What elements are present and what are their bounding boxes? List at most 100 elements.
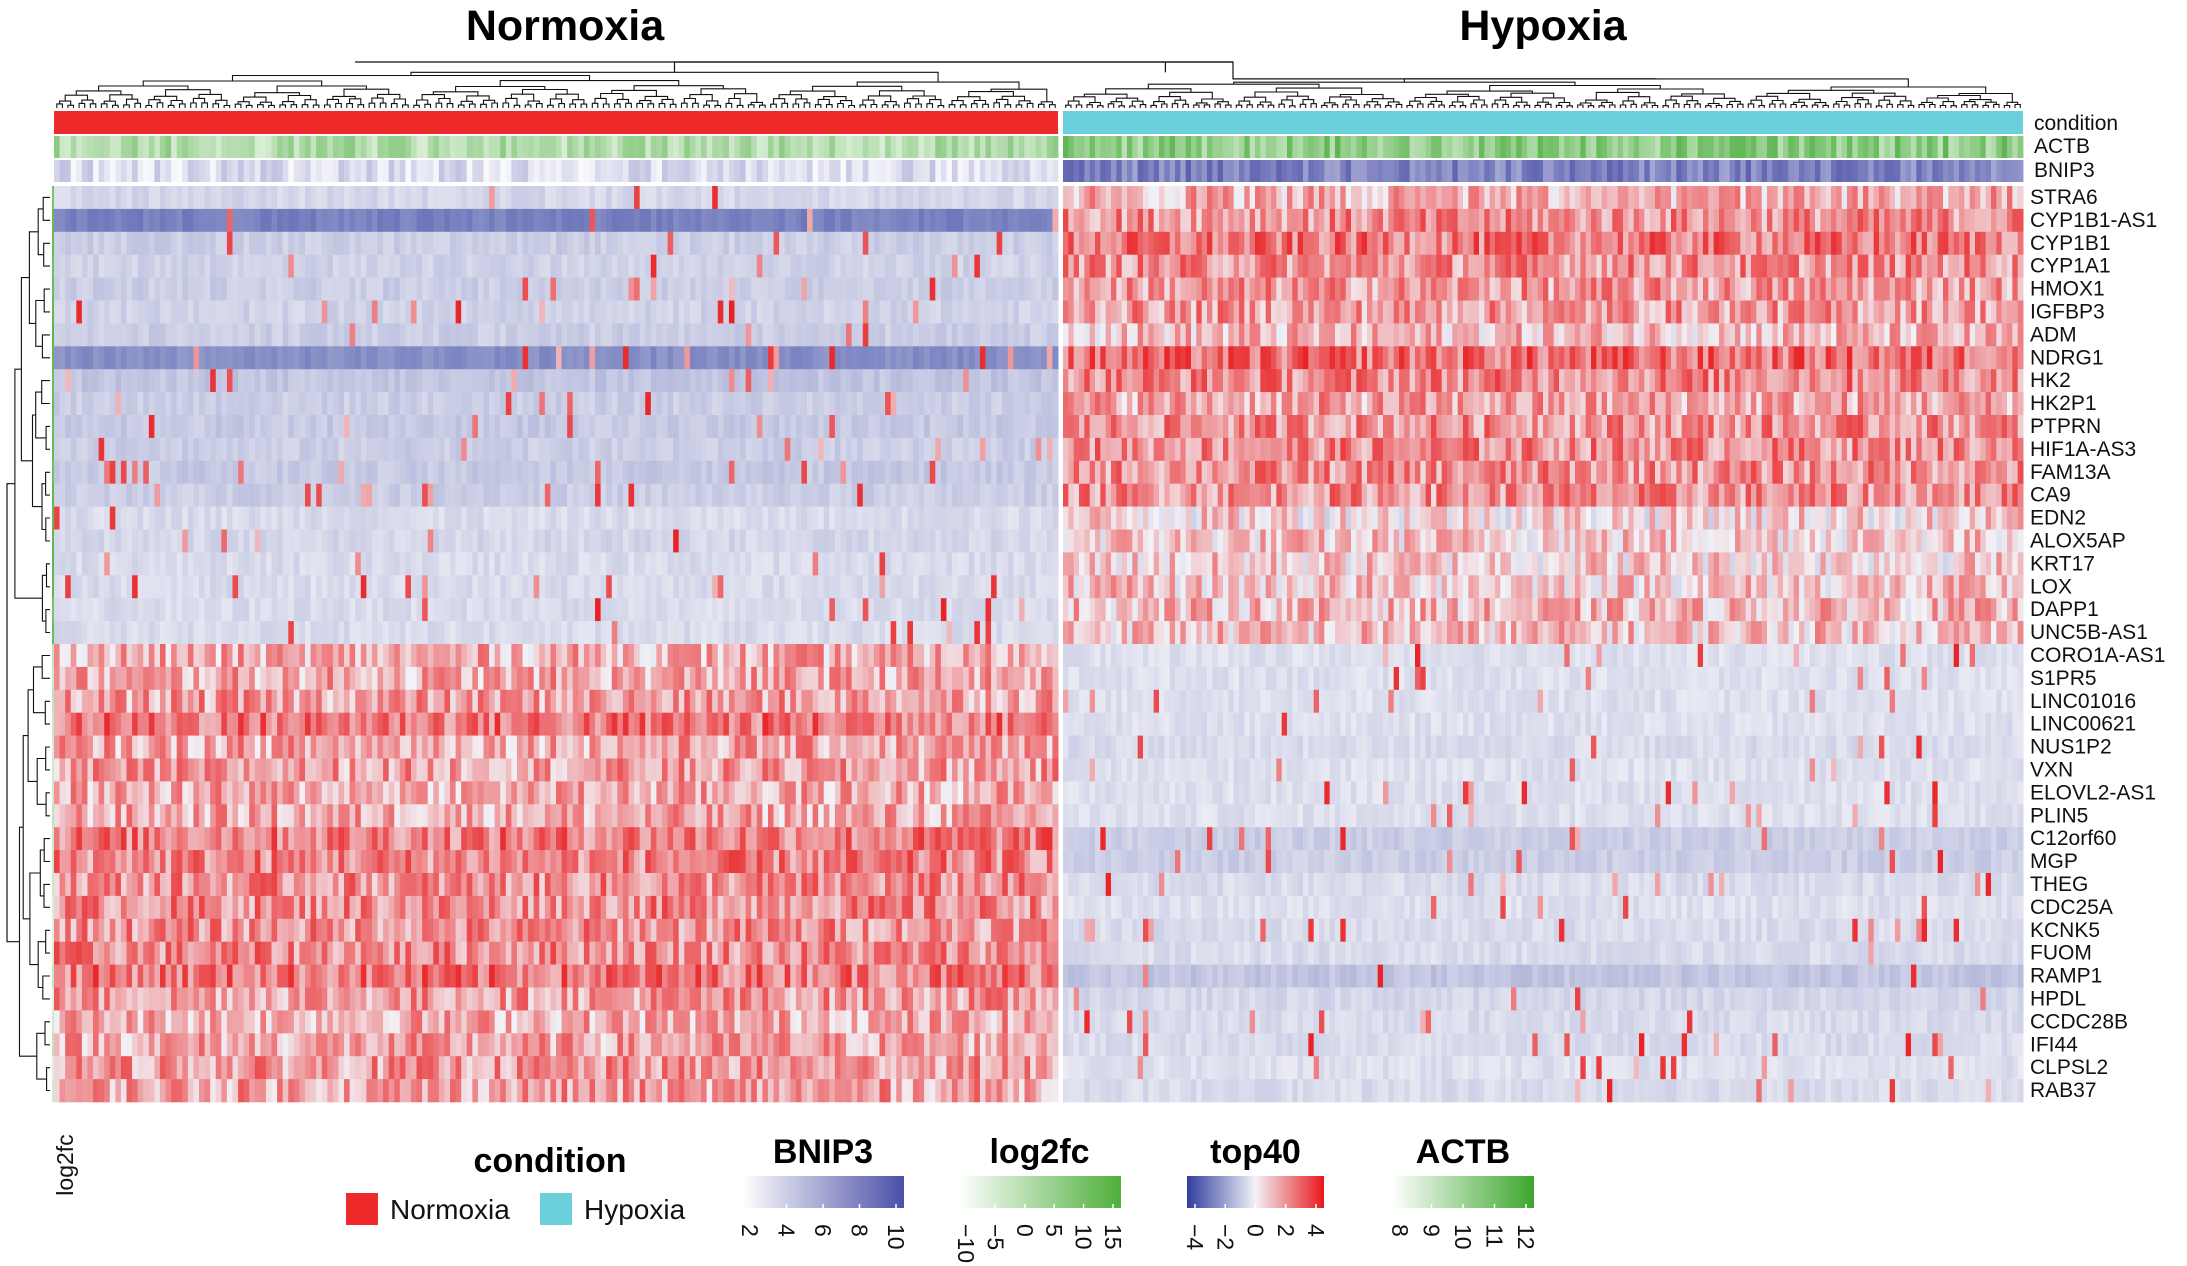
heatmap-cell [1473, 392, 1480, 416]
heatmap-cell [678, 300, 685, 324]
heatmap-cell [1324, 186, 1331, 210]
actb-cell [1777, 136, 1784, 158]
heatmap-cell [1116, 369, 1123, 393]
bnip3-cell [1425, 160, 1432, 182]
actb-cell [159, 136, 166, 158]
heatmap-cell [567, 254, 574, 278]
heatmap-cell [416, 254, 423, 278]
heatmap-cell [1500, 369, 1507, 393]
heatmap-cell [1516, 392, 1523, 416]
row-dendrogram-branch [31, 414, 42, 508]
heatmap-cell [355, 208, 362, 233]
heatmap-cell [667, 346, 674, 370]
heatmap-cell [87, 277, 94, 301]
heatmap-cell [1018, 346, 1026, 370]
dendrogram-branch [1523, 104, 1531, 108]
bnip3-cell [1303, 160, 1309, 182]
heatmap-cell [589, 186, 596, 210]
heatmap-cell [979, 300, 986, 324]
heatmap-cell [583, 392, 590, 416]
heatmap-cell [1777, 369, 1784, 393]
dendrogram-branch [535, 103, 543, 108]
heatmap-cell [1793, 208, 1800, 233]
heatmap-cell [918, 392, 925, 416]
heatmap-cell [288, 300, 295, 324]
heatmap-cell [929, 392, 936, 416]
heatmap-cell [316, 231, 323, 255]
heatmap-cell [1969, 300, 1976, 324]
heatmap-cell [455, 254, 462, 278]
dendrogram-branch [1275, 87, 1363, 95]
heatmap-cell [310, 392, 317, 416]
heatmap-cell [1943, 369, 1949, 393]
heatmap-cell [1223, 369, 1229, 393]
heatmap-cell [1948, 277, 1955, 301]
actb-cell [1143, 136, 1149, 158]
heatmap-cell [1548, 346, 1555, 370]
heatmap-cell [204, 415, 211, 439]
dendrogram-branch [1961, 104, 1968, 108]
heatmap-cell [210, 300, 217, 324]
heatmap-cell [1260, 231, 1267, 255]
heatmap-cell [795, 346, 802, 370]
heatmap-cell [316, 208, 323, 233]
heatmap-cell [706, 392, 713, 416]
heatmap-cell [154, 415, 161, 439]
heatmap-cell [1447, 277, 1453, 301]
heatmap-cell [1372, 254, 1379, 278]
actb-cell [896, 136, 903, 158]
heatmap-cell [2012, 186, 2019, 210]
heatmap-cell [1628, 392, 1635, 416]
heatmap-cell [1436, 186, 1443, 210]
heatmap-cell [1319, 186, 1325, 210]
heatmap-cell [1681, 346, 1688, 370]
heatmap-cell [1537, 254, 1544, 278]
heatmap-cell [812, 254, 819, 278]
heatmap-cell [1889, 254, 1896, 278]
dendrogram-branch [1651, 104, 1659, 108]
heatmap-cell [706, 346, 713, 370]
heatmap-cell [516, 186, 524, 210]
heatmap-cell [1580, 392, 1587, 416]
bnip3-cell [148, 160, 155, 182]
heatmap-cell [159, 300, 167, 324]
heatmap-cell [1018, 392, 1026, 416]
heatmap-cell [1035, 369, 1042, 393]
actb-cell [1111, 136, 1117, 158]
heatmap-cell [109, 277, 116, 301]
heatmap-cell [81, 208, 88, 233]
heatmap-cell [355, 277, 362, 301]
heatmap-cell [1703, 277, 1709, 301]
heatmap-cell [695, 346, 702, 370]
heatmap-cell [1991, 186, 1997, 210]
heatmap-cell [1148, 369, 1155, 393]
heatmap-cell [1228, 323, 1235, 347]
heatmap-cell [1708, 277, 1715, 301]
bnip3-cell [1484, 160, 1491, 182]
actb-cell [1180, 136, 1187, 158]
heatmap-cell [1089, 346, 1096, 370]
heatmap-cell [846, 369, 853, 393]
heatmap-cell [1201, 277, 1208, 301]
heatmap-cell [1319, 231, 1325, 255]
heatmap-cell [912, 415, 920, 439]
dendrogram-branch [1363, 104, 1371, 108]
actb-cell [310, 136, 317, 158]
heatmap-cell [1820, 208, 1827, 233]
heatmap-cell [661, 300, 669, 324]
bnip3-cell [979, 160, 986, 182]
heatmap-cell [1007, 392, 1014, 416]
heatmap-cell [1153, 254, 1160, 278]
heatmap-cell [918, 369, 925, 393]
bnip3-cell [1393, 160, 1400, 182]
heatmap-cell [583, 323, 590, 347]
heatmap-cell [76, 369, 83, 393]
heatmap-cell [1404, 231, 1411, 255]
heatmap-cell [1820, 254, 1827, 278]
heatmap-cell [1180, 415, 1187, 439]
heatmap-cell [1255, 208, 1261, 233]
heatmap-cell [1335, 277, 1341, 301]
heatmap-cell [991, 277, 998, 301]
heatmap-cell [634, 231, 641, 255]
heatmap-cell [316, 392, 323, 416]
